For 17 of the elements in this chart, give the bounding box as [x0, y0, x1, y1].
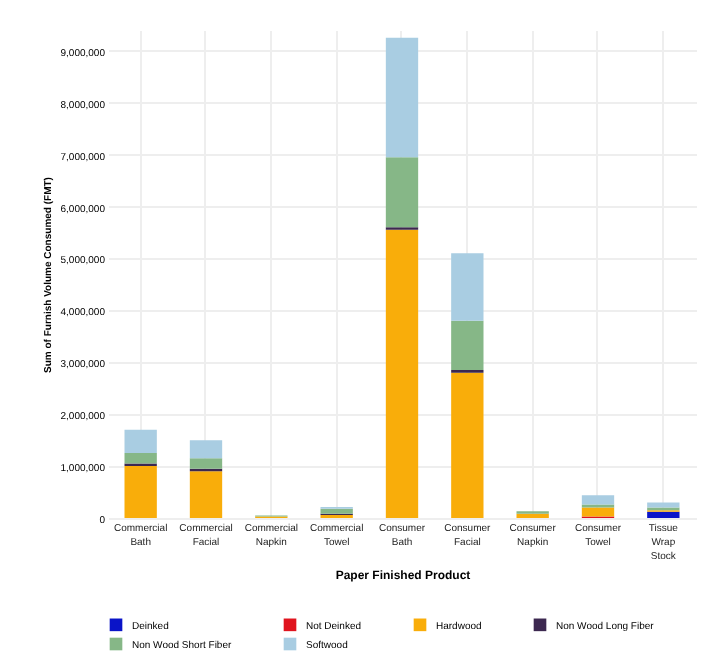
bar	[647, 511, 680, 518]
bar	[581, 495, 615, 505]
bar	[189, 440, 223, 459]
bar	[451, 253, 484, 321]
bar	[581, 507, 615, 517]
bar	[647, 502, 680, 508]
bar	[124, 466, 157, 518]
bar	[451, 372, 484, 518]
bar	[385, 37, 419, 158]
bar	[124, 453, 157, 464]
bar	[385, 229, 419, 518]
bar	[124, 429, 157, 454]
bar	[189, 471, 223, 518]
bar	[189, 458, 223, 469]
bar	[320, 508, 353, 514]
bar	[451, 320, 484, 371]
bar	[385, 157, 419, 228]
